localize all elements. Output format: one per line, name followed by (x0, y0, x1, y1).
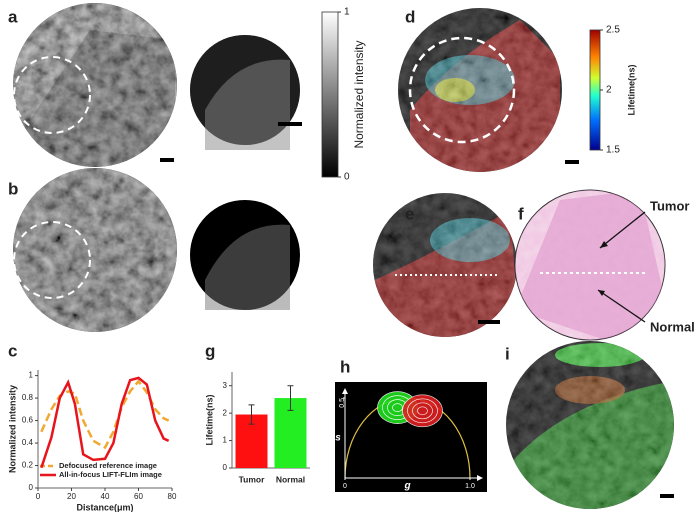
image-a (13, 3, 302, 167)
x-tick-label: 0 (36, 492, 41, 501)
panel-label: g (205, 341, 215, 360)
image-e (373, 193, 517, 337)
y-tick-label: 0.2 (22, 461, 34, 470)
legend-label: Defocused reference image (59, 461, 157, 470)
y-tick-label: 0.4 (22, 438, 34, 447)
colorbar-tick-label: 2 (606, 85, 612, 96)
colorbar-label: Normalized intensity (352, 40, 366, 148)
panel-label: h (340, 357, 350, 376)
line-series (40, 376, 170, 469)
phasor-cluster (402, 394, 443, 428)
x-tick-label: Normal (276, 474, 305, 484)
x-tick-label: 1.0 (465, 483, 475, 490)
y-tick-label: 1 (29, 371, 34, 380)
y-tick-label: 0.6 (22, 416, 34, 425)
x-tick-label: Tumor (239, 474, 266, 484)
colorbar (589, 29, 601, 151)
colorbar-tick-label: 0 (344, 172, 350, 183)
panel-label: c (8, 341, 17, 360)
y-tick-label: 0 (223, 463, 228, 472)
y-tick-label: 3 (223, 381, 228, 390)
panel-label: i (505, 344, 510, 363)
panel-label: a (8, 7, 18, 26)
colorbar-label: Lifetime(ns) (626, 64, 636, 115)
y-axis-label: Lifetime(ns) (204, 394, 214, 445)
image-i (506, 341, 674, 509)
x-tick-label: 60 (134, 492, 143, 501)
y-axis-label: Normalized intensity (7, 385, 17, 473)
panel-label: d (405, 7, 415, 26)
phasor-cluster (407, 398, 438, 424)
image-d (398, 8, 579, 172)
x-tick-label: 40 (101, 492, 110, 501)
error-bar (248, 404, 255, 425)
x-axis-label: g (403, 481, 410, 492)
x-tick-label: 80 (168, 492, 177, 501)
colorbar-tick-label: 1.5 (606, 145, 620, 156)
phasor-cluster (392, 403, 403, 412)
error-bar (287, 385, 294, 411)
y-tick-label: 0 (29, 483, 34, 492)
panel-label: f (518, 204, 524, 223)
phasor-cluster (412, 402, 433, 420)
x-tick-label: 0 (343, 483, 347, 490)
panel-label: e (405, 204, 414, 223)
image-f (514, 189, 666, 341)
colorbar-tick-label: 1 (344, 7, 350, 18)
y-tick-label: 2 (223, 408, 228, 417)
y-tick-label: 0.8 (22, 393, 34, 402)
annotation: Normal (650, 319, 695, 334)
phasor-cluster (417, 406, 428, 416)
x-axis-label: Distance(μm) (76, 502, 133, 512)
colorbar-tick-label: 2.5 (606, 25, 620, 36)
x-tick-label: 20 (67, 492, 76, 501)
legend-label: All-in-focus LIFT-FLIm image (59, 470, 162, 479)
image-b (13, 168, 300, 332)
y-tick-label: 1 (223, 436, 228, 445)
colorbar (321, 11, 339, 178)
panel-label: b (8, 179, 18, 198)
y-axis-label: s (335, 433, 341, 444)
y-tick-label: 0.5 (339, 398, 346, 408)
annotation: Tumor (650, 198, 689, 213)
